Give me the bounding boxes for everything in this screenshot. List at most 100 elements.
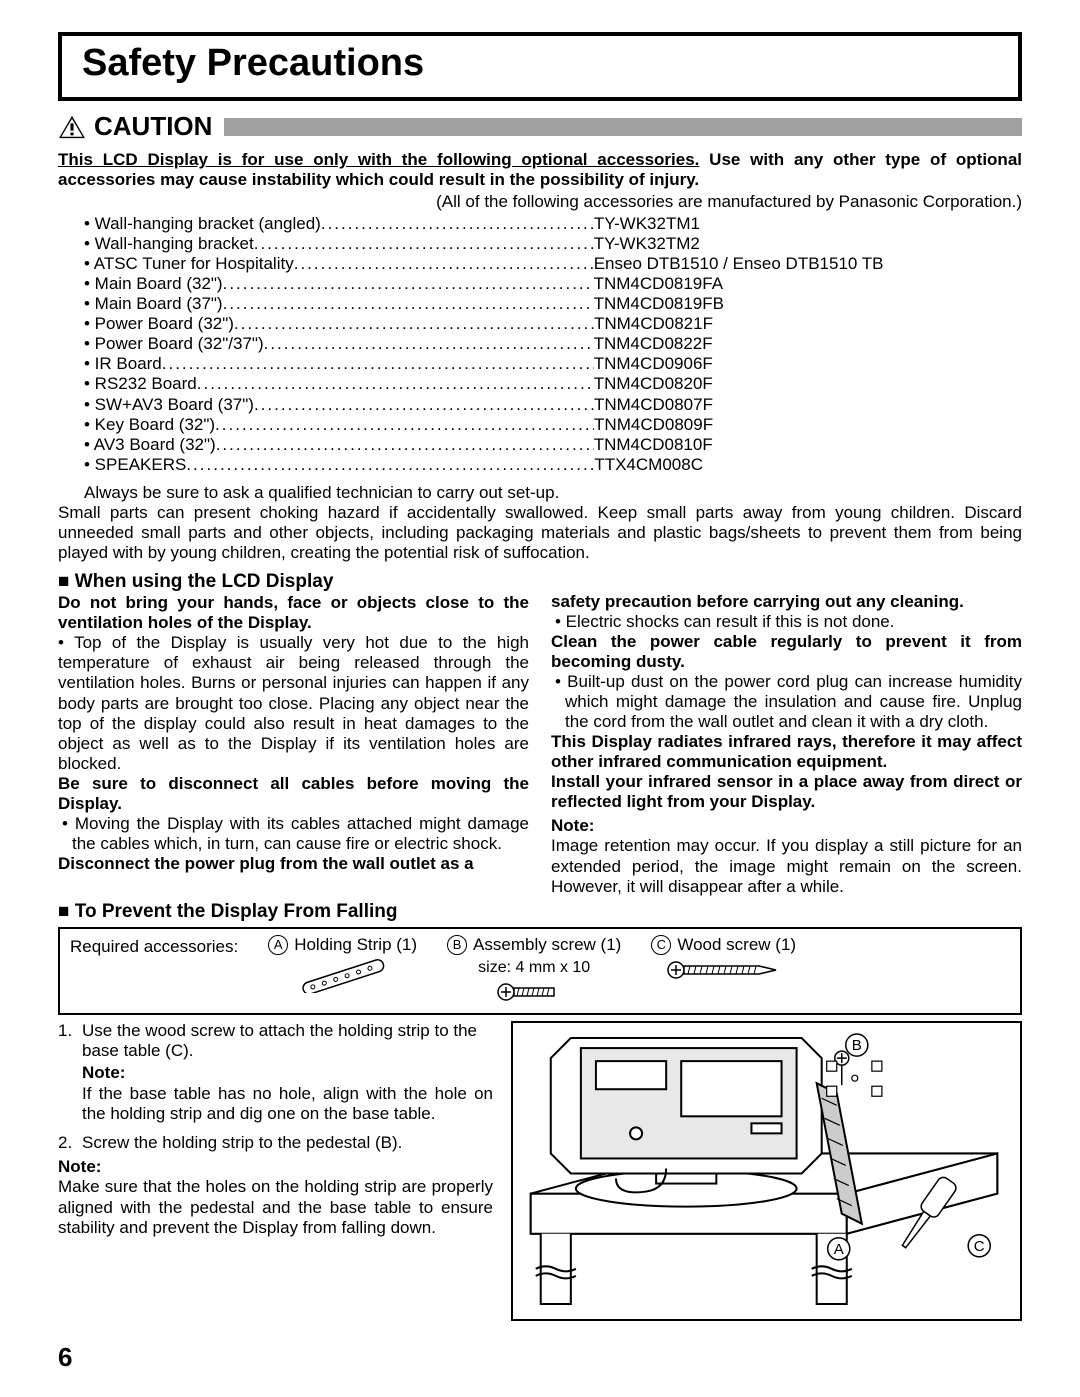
accessory-dots: ........................................… [223, 274, 594, 294]
leftcol-p1: • Top of the Display is usually very hot… [58, 633, 529, 773]
accessory-label: • ATSC Tuner for Hospitality [84, 254, 294, 274]
rightcol-h2: This Display radiates infrared rays, the… [551, 732, 1022, 771]
accessory-dots: ........................................… [197, 374, 594, 394]
caution-label: CAUTION [94, 111, 220, 142]
accessories-list: • Wall-hanging bracket (angled) ........… [84, 214, 1022, 475]
accessory-row: • SPEAKERS .............................… [84, 455, 1022, 475]
installation-diagram: A B C [511, 1021, 1022, 1321]
leftcol-h2: Be sure to disconnect all cables before … [58, 774, 529, 813]
note1-h: Note: [82, 1063, 493, 1083]
small-parts-warning: Small parts can present choking hazard i… [58, 503, 1022, 563]
accessory-value: TNM4CD0810F [594, 435, 713, 455]
assembly-screw-icon [494, 981, 574, 1003]
holding-strip-icon [293, 959, 393, 993]
step1-num: 1. [58, 1021, 76, 1062]
step2-num: 2. [58, 1133, 76, 1153]
rightcol-p0: • Electric shocks can result if this is … [555, 612, 1022, 632]
accessory-row: • Key Board (32") ......................… [84, 415, 1022, 435]
page-number: 6 [58, 1342, 72, 1373]
warning-icon [58, 115, 86, 139]
accessory-value: TNM4CD0906F [594, 354, 713, 374]
accessory-label: • IR Board [84, 354, 162, 374]
req-b-sub: size: 4 mm x 10 [478, 959, 590, 977]
leftcol-h3: Disconnect the power plug from the wall … [58, 854, 474, 873]
when-using-columns: ■ When using the LCD Display Do not brin… [58, 565, 1022, 897]
note1-body: If the base table has no hole, align wit… [82, 1084, 493, 1125]
accessory-value: TNM4CD0822F [594, 334, 713, 354]
accessory-dots: ........................................… [186, 455, 594, 475]
accessory-row: • Main Board (37") .....................… [84, 294, 1022, 314]
title-box: Safety Precautions [58, 32, 1022, 101]
accessory-value: Enseo DTB1510 / Enseo DTB1510 TB [594, 254, 884, 274]
req-b-letter: B [447, 935, 467, 955]
accessory-dots: ........................................… [234, 314, 594, 334]
accessory-row: • Wall-hanging bracket (angled) ........… [84, 214, 1022, 234]
step2-text: Screw the holding strip to the pedestal … [82, 1133, 402, 1153]
intro-paragraph: This LCD Display is for use only with th… [58, 150, 1022, 190]
accessory-label: • SW+AV3 Board (37") [84, 395, 254, 415]
required-accessories-box: Required accessories: A Holding Strip (1… [58, 927, 1022, 1015]
accessory-row: • Wall-hanging bracket .................… [84, 234, 1022, 254]
accessory-dots: ........................................… [223, 294, 594, 314]
right-column: safety precaution before carrying out an… [551, 565, 1022, 897]
accessory-value: TY-WK32TM1 [594, 214, 700, 234]
steps-text: 1. Use the wood screw to attach the hold… [58, 1021, 493, 1321]
required-label: Required accessories: [70, 935, 238, 957]
accessory-value: TNM4CD0819FB [594, 294, 724, 314]
diagram-label-b: B [852, 1037, 862, 1054]
accessory-dots: ........................................… [162, 354, 594, 374]
wood-screw-icon [664, 959, 784, 981]
rightcol-note-h: Note: [551, 816, 594, 835]
left-column: ■ When using the LCD Display Do not brin… [58, 565, 529, 897]
section-prevent-falling: ■ To Prevent the Display From Falling [58, 901, 1022, 923]
accessory-value: TNM4CD0809F [594, 415, 713, 435]
rightcol-h3: Install your infrared sensor in a place … [551, 772, 1022, 811]
accessory-row: • Power Board (32"/37") ................… [84, 334, 1022, 354]
req-item-c: C Wood screw (1) [651, 935, 796, 981]
page-title: Safety Precautions [82, 42, 998, 85]
diagram-svg: A B C [513, 1023, 1020, 1319]
accessory-label: • SPEAKERS [84, 455, 186, 475]
accessory-value: TNM4CD0819FA [594, 274, 723, 294]
req-c-letter: C [651, 935, 671, 955]
accessory-dots: ........................................… [215, 415, 594, 435]
req-c-label: Wood screw (1) [677, 935, 796, 955]
accessory-label: • AV3 Board (32") [84, 435, 216, 455]
accessory-label: • Main Board (37") [84, 294, 223, 314]
caution-bar [224, 118, 1022, 136]
note2-h: Note: [58, 1157, 493, 1177]
rightcol-h1: Clean the power cable regularly to preve… [551, 632, 1022, 671]
req-item-a: A Holding Strip (1) [268, 935, 417, 993]
accessory-row: • Power Board (32") ....................… [84, 314, 1022, 334]
rightcol-p1: • Built-up dust on the power cord plug c… [565, 672, 1022, 732]
accessory-row: • AV3 Board (32") ......................… [84, 435, 1022, 455]
accessory-dots: ........................................… [254, 234, 594, 254]
steps-and-diagram: 1. Use the wood screw to attach the hold… [58, 1021, 1022, 1321]
rightcol-note-p: Image retention may occur. If you displa… [551, 836, 1022, 896]
accessory-row: • ATSC Tuner for Hospitality ...........… [84, 254, 1022, 274]
accessory-value: TNM4CD0821F [594, 314, 713, 334]
diagram-label-a: A [834, 1240, 844, 1257]
accessory-label: • Power Board (32"/37") [84, 334, 264, 354]
accessory-dots: ........................................… [321, 214, 594, 234]
accessory-value: TNM4CD0807F [594, 395, 713, 415]
accessory-label: • Wall-hanging bracket [84, 234, 254, 254]
leftcol-p2: • Moving the Display with its cables att… [72, 814, 529, 854]
req-a-label: Holding Strip (1) [294, 935, 417, 955]
setup-note: Always be sure to ask a qualified techni… [84, 483, 1022, 503]
req-item-b: B Assembly screw (1) size: 4 mm x 10 [447, 935, 621, 1003]
step1-text: Use the wood screw to attach the holding… [82, 1021, 493, 1062]
section-when-using: ■ When using the LCD Display [58, 571, 529, 593]
accessory-row: • RS232 Board ..........................… [84, 374, 1022, 394]
accessory-label: • Key Board (32") [84, 415, 215, 435]
req-b-label: Assembly screw (1) [473, 935, 621, 955]
accessory-row: • SW+AV3 Board (37") ...................… [84, 395, 1022, 415]
leftcol-h1: Do not bring your hands, face or objects… [58, 593, 529, 632]
accessory-label: • Power Board (32") [84, 314, 234, 334]
accessory-value: TTX4CM008C [594, 455, 703, 475]
accessory-row: • Main Board (32") .....................… [84, 274, 1022, 294]
caution-header: CAUTION [58, 111, 1022, 142]
accessory-value: TY-WK32TM2 [594, 234, 700, 254]
intro-underlined: This LCD Display is for use only with th… [58, 150, 699, 169]
accessory-dots: ........................................… [264, 334, 594, 354]
